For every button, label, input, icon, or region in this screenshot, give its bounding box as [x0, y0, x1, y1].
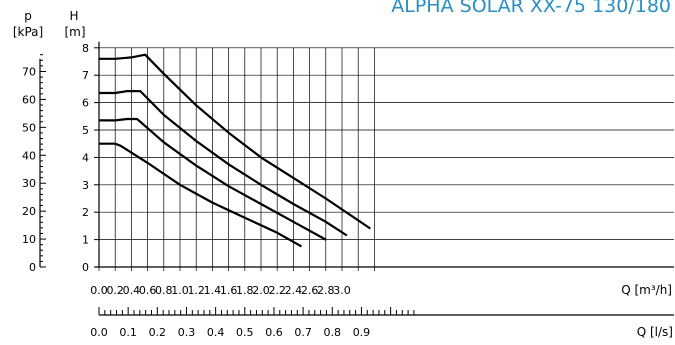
x-axis-bottom-tick-label: 0.4 — [207, 326, 225, 339]
x-axis-top-tick-label: 1.0 — [171, 284, 189, 297]
y-axis-h-tick-label: 7 — [82, 69, 89, 82]
x-axis-top-tick-label: 0.8 — [155, 284, 173, 297]
y-axis-h-tick-label: 4 — [82, 151, 89, 164]
y-axis-p-tick-label: 40 — [22, 149, 36, 162]
grid-lines — [98, 47, 674, 271]
x-axis-top-tick-label: 0.0 — [90, 284, 108, 297]
x-axis-bottom-tick-label: 0.7 — [294, 326, 312, 339]
y-axis-h-tick-label: 1 — [82, 234, 89, 247]
x-axis-bottom-tick-label: 0.8 — [324, 326, 342, 339]
y-axis-left-symbol: p — [24, 9, 32, 23]
x-axis-bottom-tick-label: 0.9 — [353, 326, 371, 339]
x-axis-top-tick-label: 2.8 — [317, 284, 335, 297]
y-axis-h-tick-label: 6 — [82, 97, 89, 110]
x-axis-bottom-tick-label: 0.0 — [90, 326, 108, 339]
y-axis-p-tick-label: 20 — [22, 205, 36, 218]
x-axis-bottom-tick-label: 0.6 — [265, 326, 283, 339]
x-axis-top-tick-label: 2.2 — [268, 284, 286, 297]
y-axis-h-tick-label: 3 — [82, 179, 89, 192]
y-axis-p-tick-label: 30 — [22, 177, 36, 190]
y-axis-h-tick-label: 0 — [82, 261, 89, 274]
x-axis-top-tick-label: 0.2 — [106, 284, 124, 297]
y-axis-h-tick-label: 5 — [82, 124, 89, 137]
x-axis-bottom-tick-label: 0.1 — [119, 326, 137, 339]
x-axis-top-tick-label: 0.6 — [139, 284, 157, 297]
x-axis-bottom-label: Q [l/s] — [637, 325, 673, 339]
pump-curve-line — [99, 53, 372, 230]
y-axis-p-tick-label: 50 — [22, 121, 36, 134]
x-axis-top-tick-label: 0.4 — [123, 284, 141, 297]
x-axis-top-tick-label: 3.0 — [333, 284, 351, 297]
x-axis-top-tick-label: 2.4 — [285, 284, 303, 297]
x-axis-top-tick-label: 1.2 — [187, 284, 205, 297]
chart-title: ALPHA SOLAR XX-75 130/180 — [391, 0, 671, 17]
pump-curve-line — [99, 142, 303, 248]
y-axis-h-tick-label: 8 — [82, 42, 89, 55]
y-axis-right-unit: [m] — [64, 25, 85, 39]
y-axis-p-tick-label: 10 — [22, 233, 36, 246]
axes: 0123456780102030405060700.00.20.40.60.81… — [22, 41, 674, 339]
y-axis-p-tick-label: 70 — [22, 65, 36, 78]
x-axis-bottom-tick-label: 0.5 — [236, 326, 254, 339]
x-axis-top-tick-label: 1.6 — [220, 284, 238, 297]
y-axis-left-unit: [kPa] — [13, 25, 43, 39]
y-axis-right-symbol: H — [69, 9, 78, 23]
y-axis-p-tick-label: 60 — [22, 93, 36, 106]
x-axis-top-tick-label: 1.8 — [236, 284, 254, 297]
x-axis-bottom-tick-label: 0.3 — [178, 326, 196, 339]
x-axis-top-label: Q [m³/h] — [621, 283, 672, 297]
x-axis-top-tick-label: 2.6 — [301, 284, 319, 297]
y-axis-h-tick-label: 2 — [82, 206, 89, 219]
pump-curve-line — [99, 117, 327, 241]
y-axis-p-tick-label: 0 — [29, 261, 36, 274]
pump-curves — [99, 53, 372, 248]
x-axis-top-tick-label: 2.0 — [252, 284, 270, 297]
x-axis-top-tick-label: 1.4 — [204, 284, 222, 297]
pump-curve-line — [99, 90, 348, 237]
x-axis-bottom-tick-label: 0.2 — [149, 326, 167, 339]
